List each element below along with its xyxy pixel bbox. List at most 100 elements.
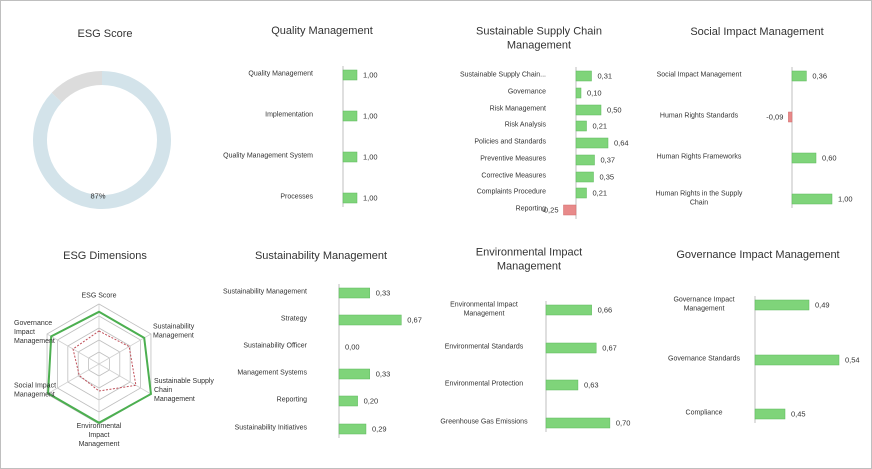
- category-label: Greenhouse Gas Emissions: [440, 418, 528, 426]
- category-label: Governance Standards: [668, 355, 740, 363]
- value-label: 0,21: [592, 188, 608, 198]
- bar: [575, 87, 582, 99]
- category-label: Risk Analysis: [504, 121, 546, 129]
- bar: [342, 69, 358, 81]
- value-label: 0,37: [600, 155, 616, 165]
- category-label: Sustainability Initiatives: [234, 424, 307, 432]
- chart-title: Governance Impact Management: [676, 249, 840, 262]
- radar-spoke: [98, 333, 152, 365]
- value-label: -0,25: [541, 205, 559, 215]
- axis-label: Sustainability Management: [153, 323, 195, 339]
- category-label: Reporting: [276, 396, 307, 404]
- value-label: 1,00: [363, 152, 378, 162]
- value-label: 0,29: [371, 424, 387, 434]
- value-label: 0,00: [345, 342, 360, 352]
- value-label: 0,10: [587, 88, 602, 98]
- category-label: Strategy: [280, 315, 307, 323]
- value-label: 0,54: [845, 355, 860, 365]
- bar: [575, 171, 594, 183]
- value-label: 0,31: [597, 71, 613, 81]
- value-label: 1,00: [363, 111, 378, 121]
- category-label: Environmental Standards: [444, 343, 524, 351]
- category-label: Governance Impact Management: [673, 296, 735, 312]
- value-label: 87%: [90, 191, 106, 201]
- bar: [545, 342, 597, 354]
- category-label: Complaints Procedure: [476, 188, 546, 196]
- category-label: Human Rights in the Supply Chain: [655, 190, 743, 206]
- radar-series: [47, 310, 153, 424]
- category-label: Preventive Measures: [480, 155, 546, 163]
- category-label: Quality Management: [248, 70, 313, 78]
- category-label: Processes: [280, 193, 313, 201]
- category-label: Risk Management: [489, 105, 546, 113]
- chart-title: Sustainability Management: [254, 250, 388, 263]
- axis-label: Environmental Impact Management: [76, 422, 122, 448]
- value-label: 1,00: [363, 70, 378, 80]
- value-label: 0,36: [812, 71, 827, 81]
- value-label: 0,45: [791, 409, 806, 419]
- value-label: 0,21: [592, 121, 608, 131]
- bar: [338, 423, 367, 435]
- axis-label: Social Impact Management: [14, 382, 57, 398]
- value-label: 0,63: [583, 380, 599, 390]
- category-label: Human Rights Standards: [659, 112, 739, 120]
- bar: [545, 304, 592, 316]
- bar: [338, 368, 370, 380]
- bar: [754, 408, 786, 420]
- axis-label: Sustainable Supply Chain Management: [154, 377, 214, 403]
- value-label: 0,49: [815, 300, 830, 310]
- category-label: Environmental Protection: [444, 380, 524, 388]
- value-label: 0,35: [599, 172, 615, 182]
- bar: [342, 110, 358, 122]
- category-label: Sustainable Supply Chain...: [460, 71, 546, 79]
- bar: [791, 152, 817, 164]
- bar: [754, 354, 840, 366]
- value-label: 0,70: [615, 418, 631, 428]
- radar-spoke: [98, 363, 152, 395]
- category-label: Governance: [507, 88, 546, 96]
- category-label: Implementation: [265, 111, 313, 119]
- category-label: Reporting: [515, 205, 546, 213]
- chart-title: Social Impact Management: [690, 26, 824, 39]
- bar: [791, 193, 833, 205]
- category-label: Compliance: [685, 409, 723, 417]
- bar: [342, 192, 358, 204]
- bar: [342, 151, 358, 163]
- bar: [575, 187, 587, 199]
- category-label: Sustainability Management: [222, 288, 307, 296]
- bar: [575, 120, 587, 132]
- donut-segment: [33, 71, 171, 209]
- bar: [788, 111, 793, 123]
- bar: [338, 287, 370, 299]
- bar: [545, 417, 611, 429]
- bar: [338, 314, 402, 326]
- category-label: Social Impact Management: [656, 71, 742, 79]
- value-label: 0,60: [822, 153, 837, 163]
- chart-title: ESG Score: [77, 28, 133, 41]
- category-label: Environmental Impact Management: [450, 301, 518, 317]
- value-label: 0,67: [407, 315, 422, 325]
- category-label: Quality Management System: [223, 152, 313, 160]
- value-label: 0,67: [602, 343, 617, 353]
- radar-spoke: [46, 363, 100, 395]
- value-label: -0,09: [766, 112, 784, 122]
- category-label: Sustainability Officer: [243, 342, 307, 350]
- category-label: Management Systems: [237, 369, 307, 377]
- bar: [338, 395, 358, 407]
- bar: [791, 70, 807, 82]
- bar: [575, 70, 592, 82]
- category-label: Human Rights Frameworks: [656, 153, 742, 161]
- bar: [563, 204, 577, 216]
- axis-label: ESG Score: [81, 292, 117, 300]
- bar: [545, 379, 579, 391]
- axis-label: Governance Impact Management: [14, 319, 55, 345]
- bar: [575, 104, 602, 116]
- category-label: Policies and Standards: [474, 138, 546, 146]
- radar-series: [72, 330, 137, 392]
- value-label: 0,20: [363, 396, 379, 406]
- value-label: 1,00: [363, 193, 378, 203]
- chart-title: Sustainable Supply Chain Management: [476, 25, 602, 51]
- value-label: 0,33: [375, 369, 391, 379]
